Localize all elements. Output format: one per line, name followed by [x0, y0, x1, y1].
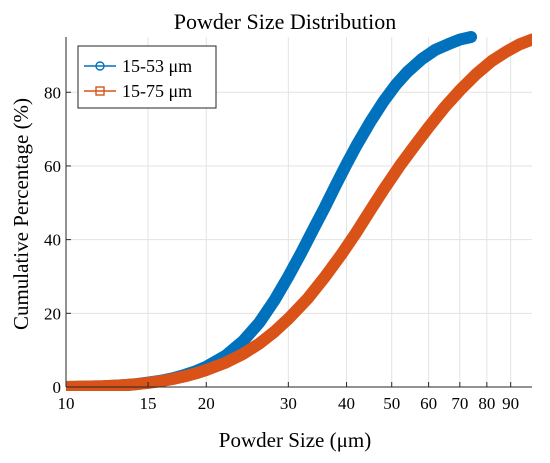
x-tick-label: 60: [420, 394, 437, 413]
x-tick-label: 15: [140, 394, 157, 413]
data-point: [255, 318, 264, 327]
data-point: [321, 202, 330, 211]
data-point: [379, 186, 388, 194]
data-point: [304, 294, 312, 303]
data-point: [391, 81, 400, 89]
data-point: [169, 375, 177, 383]
plot-axes: 10 15 20 30 40 50 60 70 80 90 0 20 40 60 80: [44, 37, 532, 413]
data-point: [472, 70, 481, 78]
x-tick-label: 10: [58, 394, 75, 413]
data-point: [99, 382, 107, 390]
data-point: [417, 55, 426, 63]
data-point: [441, 103, 449, 111]
data-point: [284, 315, 292, 323]
data-point: [297, 248, 306, 257]
data-point: [467, 33, 475, 41]
data-point: [425, 123, 433, 131]
data-point: [192, 369, 200, 377]
data-point: [379, 97, 388, 106]
legend-square-marker: [95, 86, 105, 96]
data-point: [366, 117, 375, 126]
data-point: [270, 328, 278, 336]
data-point: [456, 35, 464, 44]
chart-title: Powder Size Distribution: [174, 9, 396, 34]
x-tick-label: 30: [280, 394, 297, 413]
y-tick-label: 20: [44, 304, 61, 323]
data-point: [309, 224, 318, 233]
y-tick-label: 60: [44, 157, 61, 176]
data-point: [221, 359, 230, 367]
data-point: [115, 381, 123, 390]
data-point: [270, 296, 279, 305]
y-axis-label: Cumulative Percentage (%): [9, 98, 33, 330]
data-point: [528, 35, 532, 44]
legend-item-2: 15-75 μm: [84, 81, 192, 101]
legend-item-1: 15-53 μm: [84, 56, 192, 76]
data-point: [332, 180, 340, 189]
data-point: [488, 57, 496, 65]
data-point: [502, 48, 510, 56]
data-point: [352, 228, 361, 236]
data-point: [411, 142, 419, 150]
y-tick-label: 80: [44, 83, 61, 102]
legend-label: 15-53 μm: [122, 56, 192, 76]
legend-box: [77, 45, 217, 109]
data-point: [239, 337, 247, 345]
series-2: [66, 33, 532, 391]
data-point: [456, 86, 464, 95]
data-point: [181, 372, 189, 380]
legend-circle-marker: [95, 61, 105, 71]
data-point: [403, 68, 412, 76]
data-point: [444, 40, 452, 49]
legend-label: 15-75 μm: [122, 81, 192, 101]
data-point: [321, 272, 329, 281]
x-tick-label: 50: [383, 394, 400, 413]
data-point: [202, 366, 210, 374]
x-tick-label: 90: [502, 394, 519, 413]
x-tick-label: 40: [338, 394, 355, 413]
x-tick-label: 20: [198, 394, 215, 413]
y-tick-label: 0: [53, 378, 62, 397]
data-point: [239, 350, 247, 358]
legend: 15-53 μm 15-75 μm: [77, 45, 217, 109]
data-point: [284, 272, 293, 281]
data-point: [255, 339, 263, 348]
data-point: [342, 160, 351, 168]
data-point: [352, 141, 361, 150]
data-point: [337, 250, 346, 258]
x-tick-label: 70: [451, 394, 468, 413]
data-point: [515, 40, 524, 48]
data-point: [431, 46, 440, 54]
data-point: [396, 162, 404, 170]
x-tick-label: 80: [478, 394, 495, 413]
data-point: [366, 206, 374, 214]
data-point: [157, 377, 165, 385]
x-axis-label: Powder Size (μm): [219, 428, 371, 452]
y-tick-label: 40: [44, 231, 61, 250]
